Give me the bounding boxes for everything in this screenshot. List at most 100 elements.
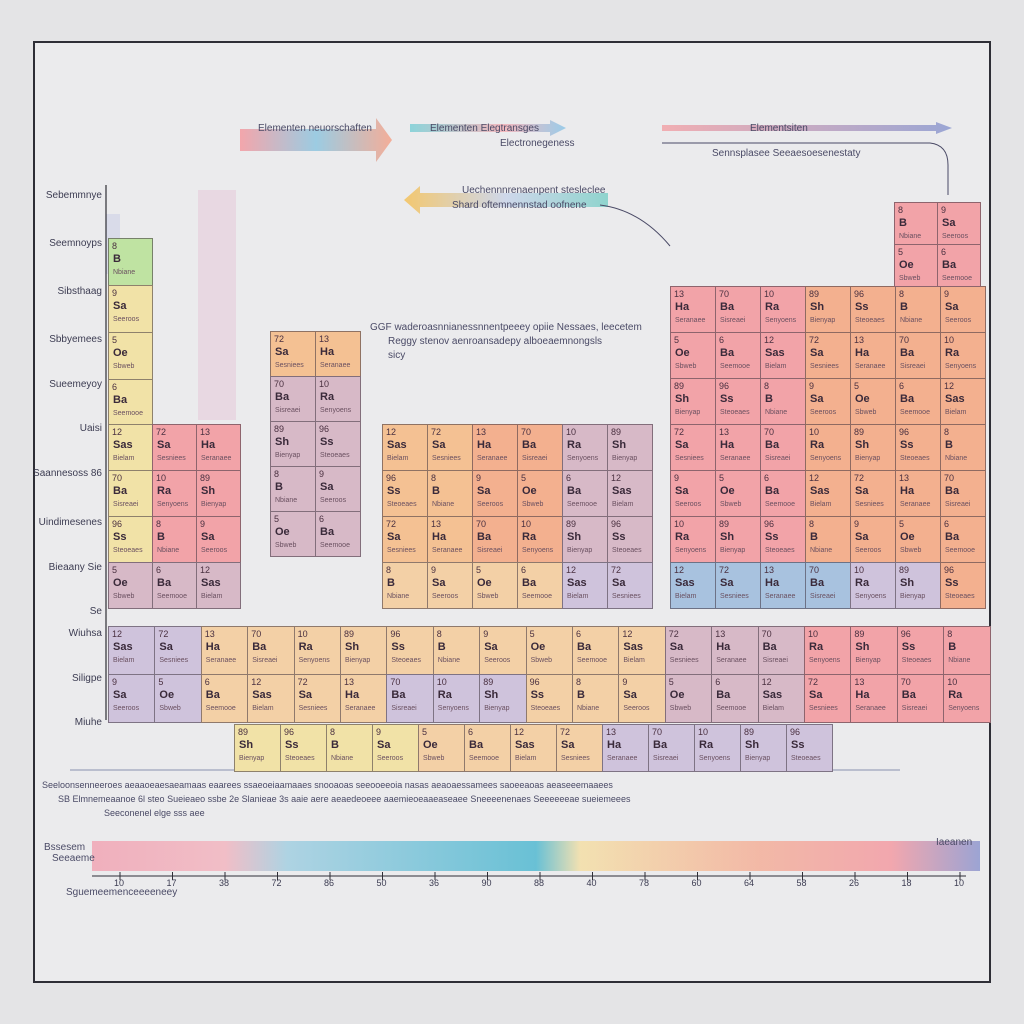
element-cell: 6 Ba Seemooe: [715, 332, 761, 379]
element-symbol: Sa: [945, 301, 959, 313]
element-cell: 12 Sas Bielam: [247, 674, 295, 723]
element-symbol: Ba: [567, 485, 582, 497]
element-number: 5: [112, 335, 118, 345]
element-name: Steoeaes: [113, 547, 143, 554]
element-symbol: B: [275, 481, 283, 493]
scale-right-label: Iaeanen: [936, 837, 973, 848]
element-name: Steoeaes: [765, 547, 795, 554]
element-name: Seranaee: [855, 363, 886, 370]
element-name: Seeroos: [855, 547, 882, 554]
element-cell: 9 Sa Seeroos: [427, 562, 473, 609]
element-number: 72: [719, 565, 730, 575]
element-number: 89: [274, 424, 285, 434]
element-number: 6: [941, 247, 947, 257]
element-symbol: Ha: [205, 641, 220, 653]
element-name: Nbiane: [948, 657, 971, 664]
scale-tick-label: 10: [954, 878, 965, 888]
element-symbol: Ra: [675, 531, 690, 543]
element-cell: 8 B Nbiane: [940, 424, 986, 471]
row-label: Siligpe: [71, 673, 102, 684]
element-cell: 9 Sa Seeroos: [108, 285, 153, 333]
element-cell: 96 Ss Steoeaes: [715, 378, 761, 425]
element-name: Sbweb: [113, 363, 135, 370]
element-name: Sbweb: [477, 593, 499, 600]
element-number: 8: [576, 677, 582, 687]
element-cell: 8 B Nbiane: [326, 724, 373, 772]
element-name: Bienyap: [900, 593, 926, 600]
note-line-1: GGF waderoasnnianessnnentpeeey opiie Nes…: [370, 322, 642, 333]
element-cell: 96 Ss Steoeaes: [386, 626, 434, 675]
element-symbol: Oe: [477, 577, 492, 589]
element-symbol: Ba: [275, 391, 290, 403]
element-symbol: Ba: [942, 259, 957, 271]
element-cell: 13 Ha Seranaee: [472, 424, 518, 471]
element-cell: 89 Sh Bienyap: [196, 470, 241, 517]
element-number: 72: [274, 334, 285, 344]
element-symbol: Ra: [157, 485, 172, 497]
row-label: Se: [89, 606, 102, 617]
element-number: 89: [674, 381, 685, 391]
element-number: 12: [251, 677, 262, 687]
element-cell: 9 Sa Seeroos: [479, 626, 527, 675]
element-cell: 6 Ba Seemooe: [937, 244, 981, 287]
element-name: Nbiane: [577, 705, 600, 712]
element-symbol: Ba: [900, 393, 915, 405]
element-number: 12: [611, 473, 622, 483]
element-symbol: Ha: [675, 301, 690, 313]
element-cell: 9 Sa Seeroos: [315, 466, 361, 512]
element-name: Steoeaes: [391, 657, 421, 664]
element-number: 6: [576, 629, 582, 639]
element-name: Sesniees: [669, 657, 699, 664]
element-name: Seemooe: [716, 705, 747, 712]
element-name: Steoeaes: [530, 705, 561, 712]
element-number: 10: [764, 289, 775, 299]
element-number: 13: [344, 677, 355, 687]
scale-tick-label: 40: [586, 878, 597, 888]
element-number: 70: [652, 727, 663, 737]
arrow-4-caption: Uechennnrenaenpent stesleclee: [462, 185, 606, 196]
element-name: Bielam: [762, 705, 784, 712]
element-cell: 70 Ba Sisreaei: [386, 674, 434, 723]
element-symbol: Ss: [387, 485, 401, 497]
element-cell: 89 Sh Bienyap: [340, 626, 388, 675]
element-cell: 89 Sh Bienyap: [805, 286, 851, 333]
element-number: 6: [566, 473, 572, 483]
element-symbol: Sas: [113, 439, 133, 451]
element-name: Senyoens: [298, 657, 330, 664]
scale-left-sublabel: Seeaeme: [52, 853, 95, 864]
element-cell: 5 Oe Sbweb: [895, 516, 941, 563]
element-symbol: Sa: [113, 300, 127, 312]
element-number: 10: [319, 379, 330, 389]
element-number: 72: [297, 677, 308, 687]
element-symbol: Ba: [469, 739, 484, 751]
element-cell: 6 Ba Seemooe: [200, 674, 249, 723]
element-cell: 5 Oe Sbweb: [664, 674, 713, 723]
element-symbol: Sa: [855, 485, 869, 497]
element-number: 10: [674, 519, 685, 529]
element-symbol: Ba: [205, 689, 220, 701]
element-number: 70: [390, 677, 401, 687]
element-symbol: Ra: [765, 301, 780, 313]
element-number: 9: [483, 629, 489, 639]
element-cell: 70 Ba Sisreaei: [108, 470, 153, 517]
element-symbol: Ha: [320, 346, 335, 358]
element-name: Bienyap: [675, 409, 701, 416]
element-symbol: Sas: [567, 577, 587, 589]
element-number: 13: [719, 427, 730, 437]
element-name: Seeroos: [477, 501, 504, 508]
element-cell: 13 Ha Seranaee: [850, 332, 896, 379]
element-number: 5: [476, 565, 482, 575]
element-name: Bielam: [252, 705, 274, 712]
element-cell: 12 Sas Bielam: [757, 674, 805, 723]
element-name: Seranaee: [716, 657, 747, 664]
trend-arrow-4: [404, 186, 608, 214]
element-number: 96: [854, 289, 865, 299]
element-cell: 89 Sh Bienyap: [670, 378, 716, 425]
element-number: 70: [251, 629, 262, 639]
element-cell: 70 Ba Sisreaei: [472, 516, 518, 563]
element-name: Seemooe: [205, 705, 236, 712]
element-symbol: Sa: [432, 439, 446, 451]
element-symbol: Ra: [855, 577, 870, 589]
element-number: 89: [238, 727, 249, 737]
element-number: 8: [809, 519, 815, 529]
